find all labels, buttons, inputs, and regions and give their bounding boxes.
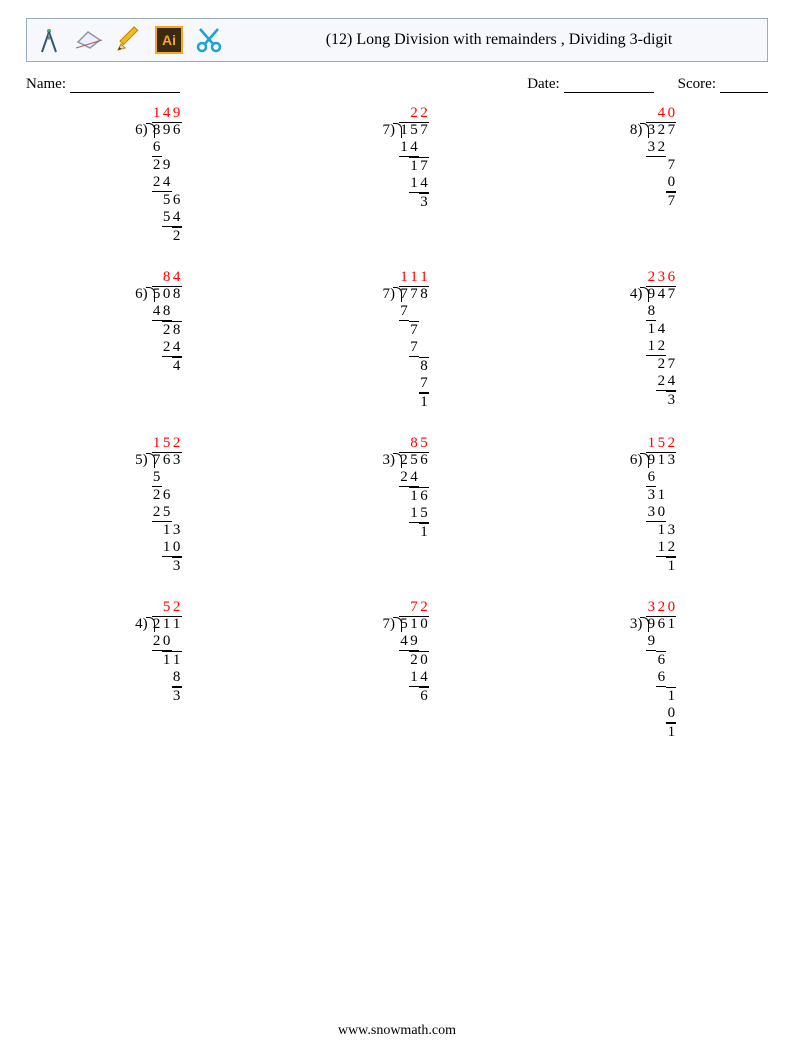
long-division-problem: 1117)778777871 (365, 269, 429, 411)
svg-text:Ai: Ai (162, 32, 176, 48)
score-blank[interactable] (720, 76, 768, 93)
footer-url: www.snowmath.com (0, 1023, 794, 1039)
eraser-icon[interactable] (73, 24, 105, 56)
date-blank[interactable] (564, 76, 654, 93)
long-division-problem: 1496)8966292456542 (118, 105, 182, 245)
page-title: (12) Long Division with remainders , Div… (231, 28, 767, 51)
problems-grid: 1496)8966292456542 227)1571417143 408)3273… (26, 105, 768, 741)
score-label: Score: (678, 76, 716, 93)
name-blank[interactable] (70, 76, 180, 93)
long-division-problem: 2364)9478141227243 (612, 269, 676, 411)
pencil-icon[interactable] (113, 24, 145, 56)
long-division-problem: 1526)9136313013121 (612, 435, 676, 575)
long-division-problem: 524)211201183 (118, 599, 182, 741)
long-division-problem: 408)32732707 (612, 105, 676, 245)
name-label: Name: (26, 76, 66, 93)
date-label: Date: (527, 76, 559, 93)
long-division-problem: 227)1571417143 (365, 105, 429, 245)
scissors-icon[interactable] (193, 24, 225, 56)
ai-app-icon[interactable]: Ai (153, 24, 185, 56)
long-division-problem: 1525)7635262513103 (118, 435, 182, 575)
header-bar: Ai (12) Long Division with remainders , … (26, 18, 768, 62)
long-division-problem: 853)2562416151 (365, 435, 429, 575)
long-division-problem: 846)5084828244 (118, 269, 182, 411)
long-division-problem: 727)5104920146 (365, 599, 429, 741)
meta-row: Name: Date: Score: (26, 76, 768, 93)
long-division-problem: 3203)961966101 (612, 599, 676, 741)
compass-icon[interactable] (33, 24, 65, 56)
toolbar: Ai (27, 20, 231, 60)
